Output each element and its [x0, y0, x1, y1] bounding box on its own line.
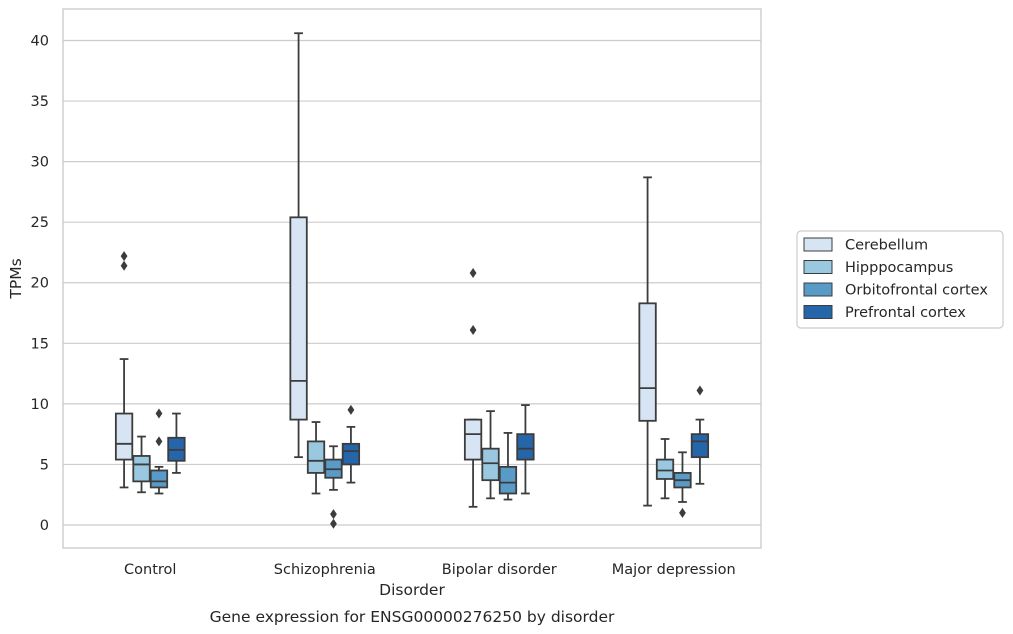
- box: [306, 440, 326, 474]
- box: [463, 418, 483, 461]
- box: [114, 412, 134, 461]
- legend-label: Hipppocampus: [845, 260, 953, 276]
- y-axis-title: TPMs: [7, 258, 25, 299]
- box: [481, 447, 500, 482]
- box: [690, 433, 710, 459]
- outlier-point: [155, 408, 163, 419]
- outlier-point: [155, 436, 163, 447]
- legend-label: Orbitofrontal cortex: [845, 283, 988, 299]
- grid-lines: [63, 39, 761, 526]
- plot-area-frame: [62, 8, 762, 549]
- x-axis-title: Disorder: [379, 581, 445, 599]
- legend-swatch: [803, 237, 833, 252]
- y-tick-label: 30: [31, 155, 49, 171]
- box: [289, 216, 308, 421]
- outlier-point: [330, 509, 337, 520]
- chart-caption: Gene expression for ENSG00000276250 by d…: [210, 608, 615, 626]
- y-tick-label: 20: [31, 276, 49, 292]
- box: [498, 465, 518, 495]
- x-axis-tick-labels: Control Schizophrenia Bipolar disorder Majo…: [124, 562, 736, 578]
- y-tick-label: 5: [40, 457, 49, 473]
- legend-swatch: [803, 260, 833, 274]
- box: [638, 302, 657, 422]
- outlier-point: [696, 385, 704, 396]
- x-tick-label: Bipolar disorder: [442, 562, 557, 578]
- series-prefrontal-cortex: [167, 385, 710, 495]
- series-orbitofrontal-cortex: [149, 408, 692, 529]
- y-tick-label: 25: [31, 215, 49, 231]
- y-tick-label: 10: [31, 397, 49, 413]
- box-plot-series: [114, 32, 710, 529]
- y-tick-label: 15: [31, 336, 49, 352]
- legend-swatch: [803, 282, 833, 297]
- x-tick-label: Control: [124, 562, 176, 578]
- outlier-point: [120, 251, 128, 262]
- x-tick-label: Major depression: [612, 562, 736, 578]
- box: [149, 469, 169, 489]
- box: [655, 458, 675, 480]
- y-tick-label: 35: [31, 94, 49, 110]
- series-hipppocampus: [132, 410, 675, 500]
- outlier-point: [679, 507, 686, 518]
- legend-frame: [796, 230, 1004, 329]
- y-tick-label: 40: [31, 33, 49, 49]
- outlier-point: [347, 404, 355, 415]
- legend: Cerebellum Hipppocampus Orbitofrontal cort…: [796, 230, 1004, 329]
- outlier-point: [120, 260, 128, 271]
- box: [341, 442, 361, 466]
- outlier-point: [469, 324, 477, 335]
- legend-label: Cerebellum: [845, 238, 928, 254]
- box: [516, 433, 535, 461]
- box: [132, 455, 151, 483]
- x-tick-label: Schizophrenia: [274, 562, 376, 578]
- legend-label: Prefrontal cortex: [845, 305, 966, 321]
- outlier-point: [469, 268, 477, 279]
- legend-swatch: [803, 305, 833, 319]
- series-cerebellum: [114, 32, 657, 508]
- y-axis-tick-labels: 0 5 10 15 20 25 30 35 40: [31, 33, 49, 533]
- y-tick-label: 0: [40, 518, 49, 534]
- outlier-point: [330, 518, 337, 529]
